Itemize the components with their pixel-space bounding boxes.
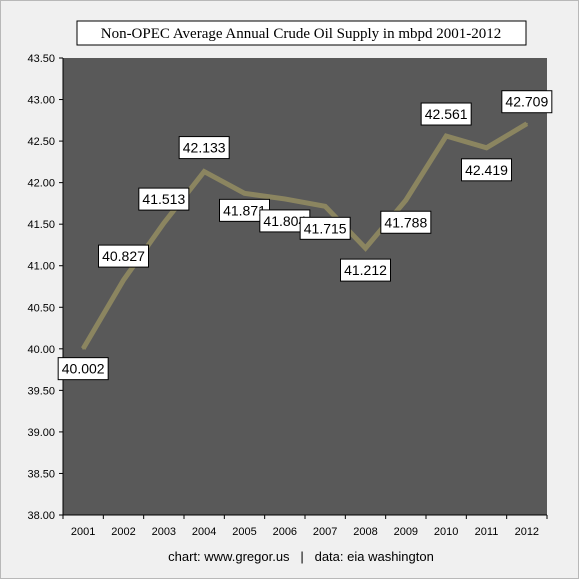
chart-footer: chart: www.gregor.us | data: eia washing…: [168, 549, 434, 564]
data-label: 40.827: [98, 244, 149, 268]
x-tick-label: 2007: [313, 526, 337, 538]
data-label-text: 40.002: [62, 361, 105, 377]
x-tick-label: 2010: [434, 526, 458, 538]
plot-area: [63, 58, 547, 515]
data-label-box: [340, 258, 391, 282]
x-tick-label: 2005: [232, 526, 256, 538]
data-label-box: [380, 210, 432, 234]
data-label: 41.871: [219, 198, 270, 222]
x-tick-label: 2006: [273, 526, 297, 538]
y-tick-label: 43.50: [27, 53, 55, 65]
chart-title-group: Non-OPEC Average Annual Crude Oil Supply…: [76, 20, 527, 46]
data-label-box: [461, 158, 512, 182]
data-label: 41.804: [259, 209, 311, 233]
y-tick-label: 39.50: [27, 385, 55, 397]
y-tick-label: 42.50: [27, 136, 55, 148]
y-tick-label: 43.00: [27, 95, 55, 107]
data-label-text: 42.561: [425, 106, 468, 122]
y-tick-label: 42.00: [27, 178, 55, 190]
data-label-text: 42.133: [183, 140, 226, 156]
data-point: [404, 199, 407, 202]
data-label-text: 41.788: [384, 214, 427, 230]
x-tick-label: 2011: [475, 526, 499, 538]
data-label: 40.002: [57, 357, 109, 381]
data-point: [243, 192, 246, 195]
series-line: [81, 121, 529, 350]
data-label-text: 41.804: [263, 213, 306, 229]
data-label-text: 41.871: [223, 202, 266, 218]
data-point: [82, 347, 85, 350]
data-label: 41.212: [340, 258, 391, 282]
data-label: 42.133: [178, 136, 230, 160]
data-label-text: 41.513: [142, 191, 185, 207]
data-label: 42.561: [420, 102, 472, 126]
y-tick-label: 38.00: [27, 510, 55, 522]
data-label: 41.513: [138, 187, 190, 211]
x-tick-label: 2012: [515, 526, 539, 538]
x-tick-label: 2002: [111, 526, 135, 538]
data-label: 42.419: [461, 158, 512, 182]
y-tick-label: 40.00: [27, 344, 55, 356]
data-point: [485, 146, 488, 149]
data-label-text: 42.419: [465, 162, 508, 178]
data-point: [525, 122, 528, 125]
x-tick-label: 2009: [394, 526, 418, 538]
x-tick-label: 2008: [353, 526, 377, 538]
data-label-text: 41.212: [344, 262, 387, 278]
y-tick-label: 41.50: [27, 219, 55, 231]
data-label-box: [57, 357, 109, 381]
data-label-text: 40.827: [102, 248, 145, 264]
data-point: [203, 170, 206, 173]
y-tick-label: 41.00: [27, 261, 55, 273]
x-tick-label: 2001: [71, 526, 95, 538]
data-label: 41.788: [380, 210, 432, 234]
data-label-layer: 40.00240.82741.51342.13341.87141.80441.7…: [57, 90, 553, 381]
chart-title: Non-OPEC Average Annual Crude Oil Supply…: [101, 26, 502, 42]
data-point: [162, 222, 165, 225]
data-label-box: [420, 102, 472, 126]
data-point: [445, 135, 448, 138]
data-point: [364, 247, 367, 250]
data-point: [122, 279, 125, 282]
series-layer: [81, 121, 529, 350]
y-axis: 43.50 43.00 42.50 42.00 41.50 41.00 40.50 40.00…: [27, 53, 64, 522]
data-point: [283, 197, 286, 200]
data-label-box: [299, 216, 351, 240]
data-label-box: [501, 90, 553, 114]
x-axis: 2001 2002 2003 2004 2005 2006 2007 2008 2009 2010…: [62, 514, 548, 538]
x-tick-label: 2004: [192, 526, 216, 538]
data-label: 41.715: [299, 216, 351, 240]
data-point: [324, 205, 327, 208]
data-label: 42.709: [501, 90, 553, 114]
y-tick-label: 38.50: [27, 468, 55, 480]
chart-title-box: [76, 20, 527, 46]
data-label-box: [178, 136, 230, 160]
y-tick-label: 40.50: [27, 302, 55, 314]
data-label-text: 42.709: [505, 94, 548, 110]
y-tick-label: 39.00: [27, 427, 55, 439]
data-label-text: 41.715: [304, 220, 347, 236]
data-label-box: [98, 244, 149, 268]
x-tick-label: 2003: [152, 526, 176, 538]
data-label-box: [138, 187, 190, 211]
